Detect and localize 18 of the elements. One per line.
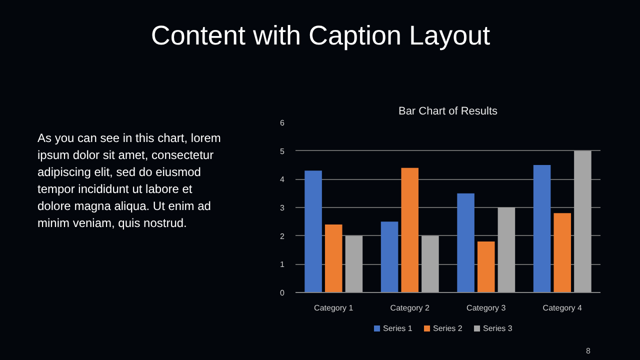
y-tick-label: 3 — [280, 204, 286, 212]
text: Content with Caption Layout — [150, 20, 491, 50]
y-tick-label: 5 — [280, 146, 286, 156]
y-tick-label: 1 — [280, 260, 286, 270]
legend-label: Series 3 — [483, 324, 513, 333]
legend-label: Series 1 — [383, 324, 413, 333]
y-tick-label: 2 — [280, 232, 286, 241]
x-tick-label: Category 1 — [314, 304, 354, 312]
legend-label: Series 2 — [433, 324, 463, 333]
y-tick-label: 0 — [280, 288, 286, 298]
y-tick-label: 6 — [280, 118, 286, 128]
x-tick-label: Category 4 — [542, 304, 582, 312]
y-tick-label: 4 — [280, 175, 286, 184]
chart-title: Bar Chart of Results — [398, 106, 498, 118]
x-tick-label: Category 3 — [466, 304, 506, 312]
text: As you can see in this chart, lorem ipsum dolor sit amet, consectetur adipiscing elit, sed do eiusmod tempor incididunt ut labore et dolore magna aliqua. Ut enim ad minim veniam, quis nostrud. — [38, 131, 221, 230]
x-tick-label: Category 2 — [390, 304, 430, 312]
text: 8 — [586, 346, 592, 356]
